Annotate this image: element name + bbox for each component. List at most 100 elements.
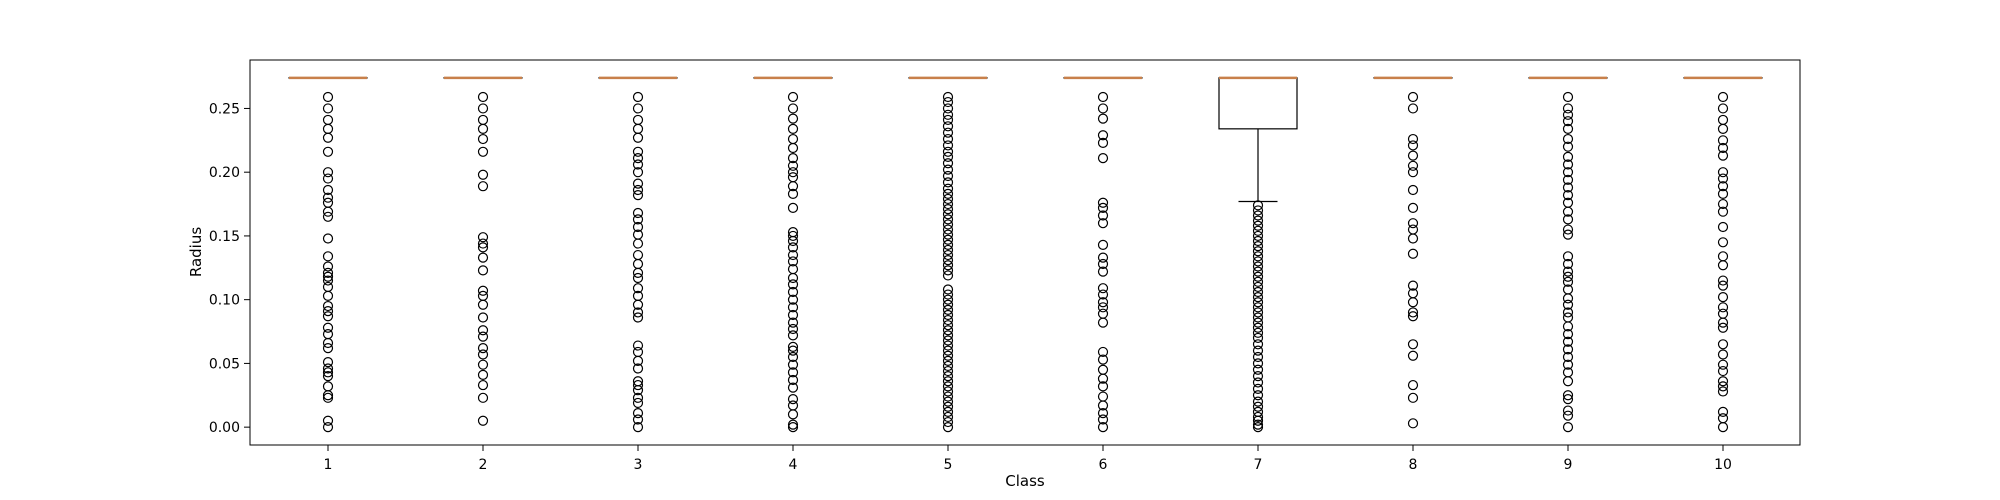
outlier-point <box>1097 408 1109 419</box>
outlier-point <box>787 317 799 328</box>
x-tick-label: 8 <box>1409 457 1418 473</box>
outlier-point <box>942 244 954 256</box>
outlier-point <box>942 127 954 138</box>
outlier-point <box>477 325 489 336</box>
box-group-class-1 <box>288 76 368 433</box>
outlier-point <box>1252 205 1264 216</box>
outlier-point <box>1562 376 1574 387</box>
outlier-point <box>322 91 334 103</box>
outlier-point <box>1562 394 1574 405</box>
outlier-point <box>1717 376 1729 387</box>
outlier-point <box>942 309 954 321</box>
outlier-point <box>477 238 489 249</box>
outlier-point <box>787 235 799 247</box>
outlier-point <box>942 151 954 162</box>
outlier-point <box>1252 210 1264 221</box>
outlier-point <box>1097 400 1109 411</box>
outlier-point <box>1252 276 1264 287</box>
outlier-point <box>787 167 799 178</box>
outlier-point <box>942 146 954 157</box>
outlier-point <box>1717 188 1729 199</box>
outlier-point <box>632 207 644 219</box>
outlier-point <box>1562 151 1574 162</box>
outlier-point <box>942 204 954 215</box>
outlier-point <box>1717 381 1729 392</box>
outlier-point <box>787 367 799 378</box>
outlier-point <box>787 382 799 393</box>
outlier-point <box>1097 113 1109 124</box>
outlier-point <box>942 340 954 351</box>
outlier-point <box>1717 206 1729 217</box>
outlier-point <box>787 323 799 335</box>
outlier-point <box>787 242 799 253</box>
boxes-layer <box>288 76 1763 433</box>
outlier-point <box>1717 292 1729 303</box>
outlier-point <box>632 178 644 189</box>
outlier-point <box>1252 292 1264 303</box>
outlier-point <box>942 188 954 199</box>
outlier-point <box>1717 150 1729 161</box>
box-group-class-8 <box>1373 76 1453 429</box>
outlier-point <box>1097 153 1109 164</box>
outlier-point <box>1562 109 1574 120</box>
y-axis-label: Radius <box>187 227 205 277</box>
outlier-point <box>632 159 644 170</box>
outlier-point <box>632 355 644 366</box>
outlier-point <box>787 330 799 341</box>
outlier-point <box>942 350 954 361</box>
outlier-point <box>1562 422 1574 433</box>
outlier-point <box>1252 307 1264 318</box>
outlier-point <box>1717 260 1729 271</box>
outlier-point <box>1562 214 1574 225</box>
outlier-point <box>1097 103 1109 114</box>
outlier-point <box>1407 311 1419 322</box>
outlier-point <box>942 270 954 281</box>
outlier-point <box>477 242 489 253</box>
outlier-point <box>1717 322 1729 333</box>
outlier-point <box>322 306 334 317</box>
outlier-point <box>322 103 334 114</box>
outlier-point <box>477 359 489 370</box>
outlier-point <box>1717 135 1729 146</box>
outlier-point <box>477 379 489 391</box>
outlier-point <box>942 396 954 407</box>
outlier-point <box>942 320 954 331</box>
outlier-point <box>1252 256 1264 267</box>
outlier-point <box>322 290 334 301</box>
outlier-point <box>1717 422 1729 433</box>
x-tick-label: 10 <box>1714 457 1732 473</box>
outlier-point <box>322 311 334 322</box>
outlier-point <box>942 239 954 250</box>
outlier-point <box>1717 280 1729 291</box>
outlier-point <box>942 255 954 266</box>
outlier-point <box>1097 283 1109 294</box>
outlier-point <box>322 211 334 222</box>
outlier-point <box>632 238 644 249</box>
outlier-point <box>1562 351 1574 363</box>
outlier-point <box>1562 190 1574 201</box>
outlier-point <box>322 300 334 312</box>
outlier-point <box>942 401 954 412</box>
outlier-point <box>477 265 489 276</box>
outlier-point <box>1717 339 1729 350</box>
outlier-point <box>787 103 799 114</box>
outlier-point <box>322 371 334 382</box>
x-tick-label: 6 <box>1099 457 1108 473</box>
outlier-point <box>942 365 954 377</box>
box-group-class-10 <box>1683 76 1763 433</box>
outlier-point <box>477 232 489 243</box>
outlier-point <box>1562 182 1574 193</box>
outlier-point <box>942 391 954 402</box>
outlier-point <box>942 91 954 103</box>
y-tick-label: 0.25 <box>209 101 240 117</box>
outlier-point <box>942 376 954 387</box>
outlier-point <box>1097 414 1109 425</box>
outlier-point <box>477 181 489 192</box>
outlier-point <box>942 284 954 295</box>
outlier-point <box>1407 339 1419 350</box>
outlier-point <box>477 146 489 157</box>
outlier-point <box>942 193 954 205</box>
outlier-point <box>787 181 799 192</box>
outlier-point <box>322 363 334 374</box>
